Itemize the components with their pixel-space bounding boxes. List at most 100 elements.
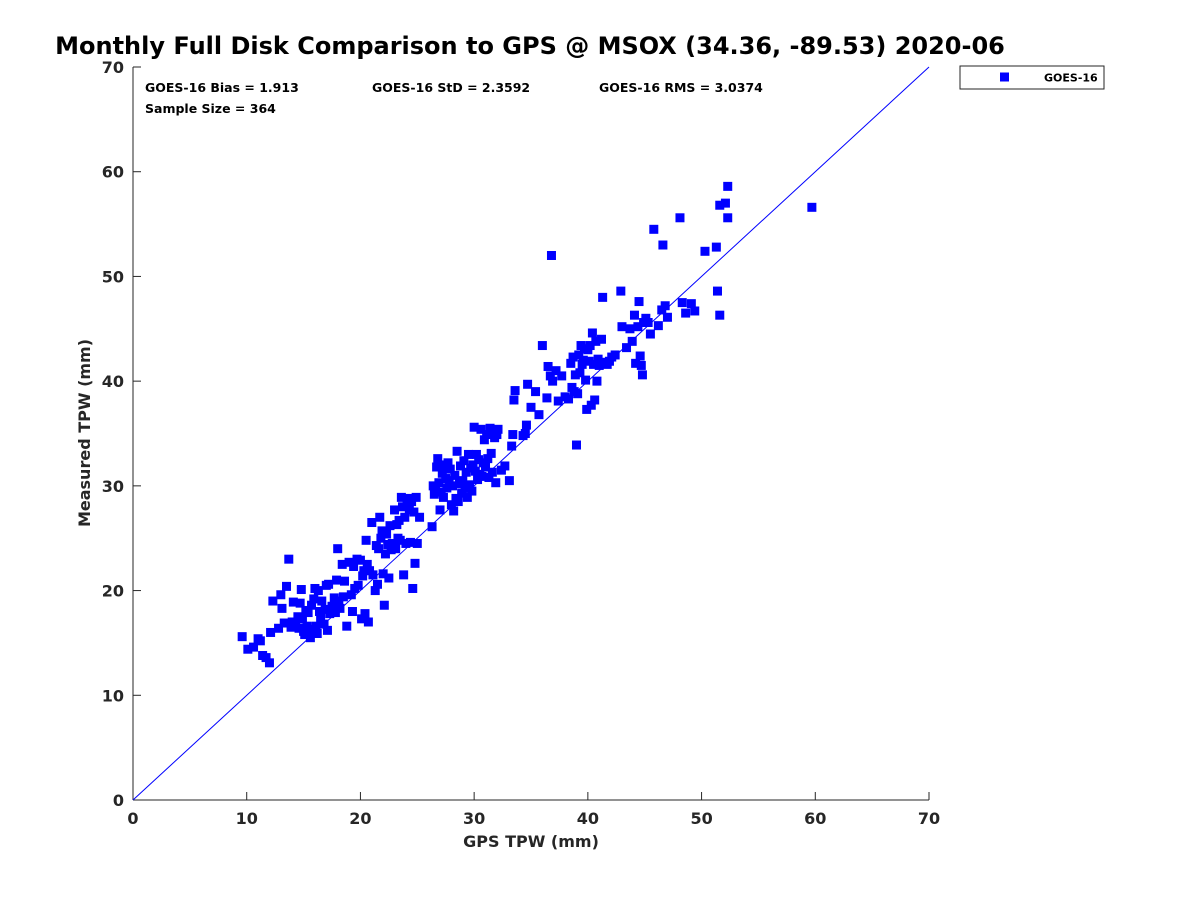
data-point [332,575,342,585]
data-point [479,435,489,445]
data-point [658,240,668,250]
data-point [617,322,627,332]
data-point [390,505,400,515]
data-point [344,557,354,567]
data-point [631,358,641,368]
x-tick-label: 0 [127,809,138,828]
y-tick-label: 70 [102,58,124,77]
data-point [469,422,479,432]
data-point [427,522,437,532]
data-point [449,506,459,516]
data-point [542,393,552,403]
y-axis-label: Measured TPW (mm) [75,339,94,527]
data-point [723,213,733,223]
data-point [635,351,645,361]
data-point [380,549,390,559]
data-point [266,627,276,637]
data-point [585,341,595,351]
reference-line-group [132,66,930,801]
data-point [566,358,576,368]
data-point [399,570,409,580]
data-point [277,603,287,613]
data-point [338,592,348,602]
data-point [610,350,620,360]
data-point [395,535,405,545]
data-point [557,371,567,381]
x-tick-label: 30 [463,809,485,828]
data-point [319,619,329,629]
data-point [401,538,411,548]
data-point [337,559,347,569]
data-point [477,471,487,481]
data-point [346,590,356,600]
data-point [243,644,253,654]
data-point [404,505,414,515]
data-point [446,500,456,510]
data-point [293,612,303,622]
data-point [383,540,393,549]
data-point [582,404,592,414]
data-point [662,312,672,322]
data-point [313,586,323,596]
y-tick-label: 40 [102,372,124,391]
data-point [570,370,580,380]
data-point [660,301,670,311]
data-point [723,181,733,191]
data-point [591,336,601,346]
data-point [643,318,653,327]
x-tick-label: 20 [349,809,371,828]
data-point [457,488,467,498]
data-point [568,352,578,362]
data-point [305,633,315,643]
data-point [445,464,455,474]
data-point [444,476,454,486]
data-point [461,467,471,477]
data-point [307,600,317,610]
data-point [521,420,531,430]
data-point [387,538,397,548]
data-point [711,242,721,252]
data-point [649,224,659,234]
data-point [453,497,463,507]
data-point [633,322,643,332]
data-point [491,478,501,488]
data-point [435,505,445,515]
data-point [376,533,386,543]
data-point [361,535,371,545]
data-point [255,636,265,646]
data-point [261,653,271,663]
data-point [622,343,632,353]
data-point [627,336,637,346]
data-point [712,286,722,296]
data-point [578,355,588,365]
legend-entry-goes16: GOES-16 [1044,72,1098,85]
bias-stat: GOES-16 Bias = 1.913 [145,80,299,95]
data-point [581,375,591,385]
data-point [574,350,584,360]
data-point [279,618,289,628]
legend-marker [1000,72,1009,82]
y-tick-label: 0 [113,791,124,810]
data-point [487,467,497,477]
data-point [450,470,460,480]
data-point [359,566,369,576]
data-point [807,202,817,212]
data-point [342,621,352,631]
data-point [526,402,536,412]
data-point [492,430,502,440]
data-point [645,329,655,339]
y-tick-label: 20 [102,582,124,601]
data-point [537,341,547,351]
std-stat: GOES-16 StD = 2.3592 [372,80,530,95]
data-point [636,360,646,370]
data-point [625,324,635,334]
data-point [546,250,556,260]
data-point [355,555,365,565]
data-point [593,354,603,364]
data-point [378,569,388,579]
data-point [629,310,639,320]
axis-ticks: 0 10 20 30 40 50 60 70 0 10 20 30 40 50 60 70 [102,58,940,828]
data-point [320,604,330,614]
data-point [575,368,585,378]
data-point [349,561,359,571]
